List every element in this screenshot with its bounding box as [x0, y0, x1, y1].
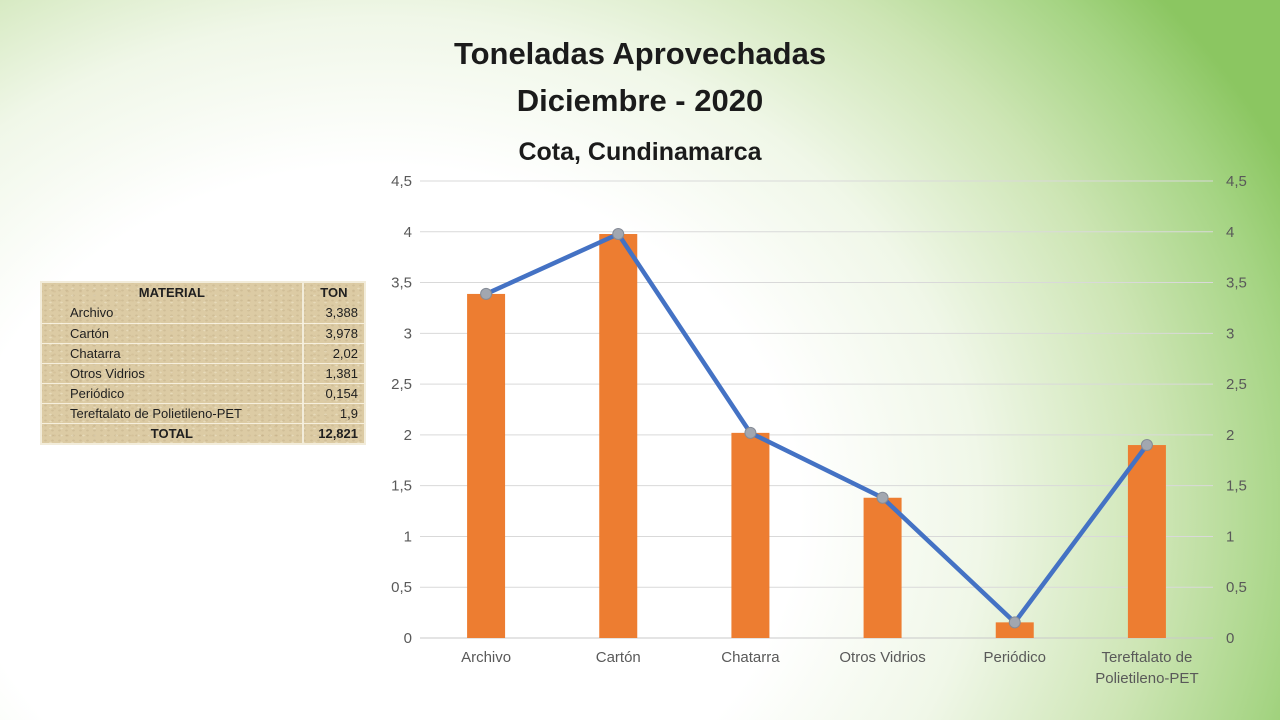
data-point-marker: [1140, 439, 1153, 452]
table-body: Archivo 3,388 Cartón 3,978 Chatarra 2,02 Otros…: [42, 303, 364, 423]
y-axis-tick-right: 1: [1226, 528, 1234, 545]
bar-chatarra: [731, 432, 770, 638]
table-cell-ton: 0,154: [301, 384, 364, 403]
x-axis-category-label: Otros Vidrios: [839, 649, 925, 666]
slide-title-block: Toneladas Aprovechadas Diciembre - 2020 …: [0, 30, 1280, 167]
bar-periódico: [995, 622, 1034, 638]
x-axis-category-label: Tereftalato de Polietileno-PET: [1095, 649, 1198, 687]
y-axis-tick-right: 0,5: [1226, 579, 1247, 596]
y-axis-tick-right: 3,5: [1226, 275, 1247, 292]
y-axis-tick-left: 3: [404, 325, 412, 342]
y-axis-tick-left: 2,5: [391, 376, 412, 393]
table-row: Archivo 3,388: [42, 303, 364, 323]
table-header-material: MATERIAL: [138, 285, 205, 300]
data-point-marker: [1008, 616, 1021, 629]
line-series: [483, 231, 1150, 625]
table-total-value: 12,821: [301, 424, 364, 443]
y-axis-tick-left: 1: [404, 528, 412, 545]
data-point-marker: [876, 491, 889, 504]
combo-chart[interactable]: 0 0 0,5 0,5 1 1 1,5 1,5 2 2 2,5 2,5 3 3 3,5 3,5 4 4 4,5 4,5…: [385, 168, 1265, 716]
y-axis-tick-right: 3: [1226, 325, 1234, 342]
bar-otros-vidrios: [863, 497, 902, 638]
bar-cartón: [599, 234, 638, 638]
slide-subtitle: Cota, Cundinamarca: [518, 138, 762, 166]
table-cell-material: Otros Vidrios: [70, 366, 145, 381]
table-row: Tereftalato de Polietileno-PET 1,9: [42, 403, 364, 423]
table-row: Periódico 0,154: [42, 383, 364, 403]
x-axis-category-label: Chatarra: [721, 649, 780, 666]
y-axis-tick-left: 0,5: [391, 579, 412, 596]
bar-archivo: [467, 293, 506, 638]
table-header-ton: TON: [301, 283, 364, 303]
slide-title-line2: Diciembre - 2020: [516, 83, 764, 118]
x-axis-category-label: Periódico: [983, 649, 1046, 666]
table-cell-ton: 1,381: [301, 364, 364, 383]
x-axis-category-label: Cartón: [596, 649, 641, 666]
table-cell-material: Periódico: [70, 386, 125, 401]
table-total-label: TOTAL: [150, 426, 193, 441]
table-cell-material: Archivo: [70, 305, 114, 320]
data-point-marker: [480, 287, 493, 300]
y-axis-tick-left: 1,5: [391, 478, 412, 495]
table-cell-ton: 3,388: [301, 303, 364, 323]
table-row: Cartón 3,978: [42, 323, 364, 343]
y-axis-tick-left: 2: [404, 427, 412, 444]
data-point-marker: [744, 426, 757, 439]
material-table[interactable]: MATERIAL TON Archivo 3,388 Cartón 3,978 Chat…: [40, 281, 366, 445]
data-point-marker: [612, 228, 625, 241]
x-axis-category-label: Archivo: [461, 649, 511, 666]
bar-tereftalato-de: [1127, 445, 1166, 638]
y-axis-tick-left: 4,5: [391, 173, 412, 190]
table-header-row: MATERIAL TON: [42, 283, 364, 303]
table-cell-material: Chatarra: [70, 346, 121, 361]
table-row: Chatarra 2,02: [42, 343, 364, 363]
y-axis-tick-left: 3,5: [391, 275, 412, 292]
table-cell-ton: 2,02: [301, 344, 364, 363]
table-cell-material: Cartón: [70, 326, 110, 341]
y-axis-tick-right: 4: [1226, 224, 1234, 241]
table-total-row: TOTAL 12,821: [42, 423, 364, 443]
slide-title-line1: Toneladas Aprovechadas: [453, 36, 827, 71]
table-cell-material: Tereftalato de Polietileno-PET: [70, 406, 242, 421]
chart-canvas: 0 0 0,5 0,5 1 1 1,5 1,5 2 2 2,5 2,5 3 3 3,5 3,5 4 4 4,5 4,5…: [391, 173, 1247, 687]
table-cell-ton: 1,9: [301, 404, 364, 423]
y-axis-tick-right: 0: [1226, 630, 1234, 647]
y-axis-tick-right: 2,5: [1226, 376, 1247, 393]
table-row: Otros Vidrios 1,381: [42, 363, 364, 383]
table-cell-ton: 3,978: [301, 324, 364, 343]
y-axis-tick-right: 2: [1226, 427, 1234, 444]
y-axis-tick-right: 4,5: [1226, 173, 1247, 190]
y-axis-tick-left: 4: [404, 224, 412, 241]
y-axis-tick-left: 0: [404, 630, 412, 647]
y-axis-tick-right: 1,5: [1226, 478, 1247, 495]
